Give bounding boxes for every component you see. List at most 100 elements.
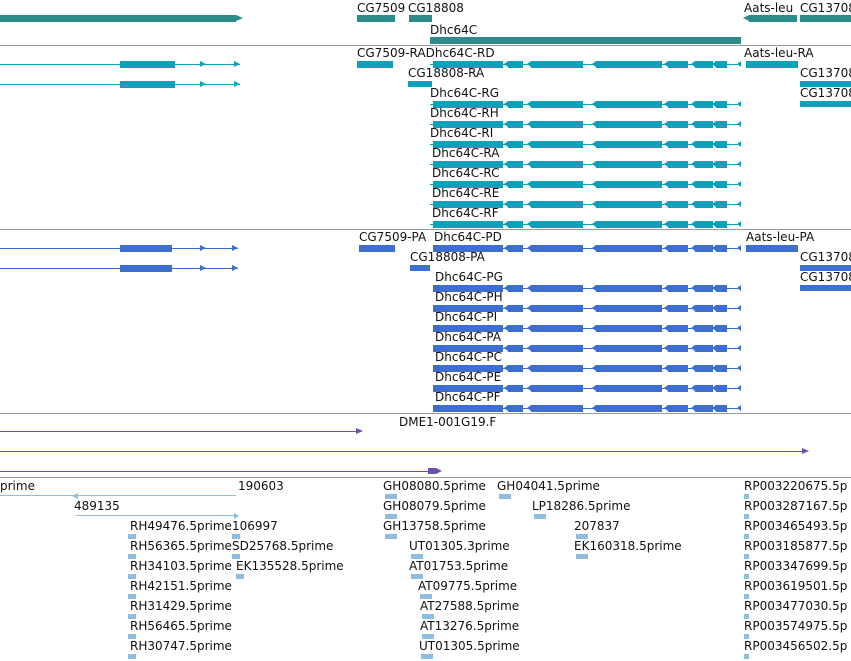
transcript-dhc64c-rf-intron[interactable]	[430, 224, 741, 225]
transcript-cg13708[interactable]	[800, 81, 851, 87]
clone-feature-line[interactable]	[0, 451, 804, 452]
transcript-dhc64c-rf-exon[interactable]	[531, 221, 583, 228]
protein-cg18808-pa[interactable]	[410, 265, 430, 271]
gene-feature-cg7509[interactable]	[357, 15, 395, 22]
transcript-dhc64c-rd-exon[interactable]	[433, 61, 503, 68]
transcript-dhc64c-rg-exon[interactable]	[433, 101, 503, 108]
protein-dhc64c-pc-exon[interactable]	[531, 365, 583, 372]
transcript-dhc64c-rg-exon[interactable]	[508, 101, 523, 108]
protein-dhc64c-pi-exon[interactable]	[596, 325, 662, 332]
transcript-dhc64c-re-exon[interactable]	[668, 201, 688, 208]
protein-dhc64c-pg-intron[interactable]	[434, 288, 741, 289]
transcript-dhc64c-rc-exon[interactable]	[433, 181, 503, 188]
transcript-dhc64c-rf-exon[interactable]	[668, 221, 688, 228]
transcript-dhc64c-re-intron[interactable]	[430, 204, 741, 205]
protein-dhc64c-pa-exon[interactable]	[695, 345, 713, 352]
protein-dhc64c-pa-intron[interactable]	[434, 348, 741, 349]
protein-dhc64c-pf-exon[interactable]	[433, 405, 503, 412]
transcript-dhc64c-rd-exon[interactable]	[596, 61, 662, 68]
protein-intron[interactable]	[0, 268, 238, 269]
protein-dhc64c-pa-exon[interactable]	[668, 345, 688, 352]
transcript-dhc64c-ra-exon[interactable]	[668, 161, 688, 168]
transcript-dhc64c-ra-exon[interactable]	[531, 161, 583, 168]
protein-dhc64c-pc-exon[interactable]	[695, 365, 713, 372]
est-feature[interactable]	[128, 614, 136, 619]
transcript-cg18808-ra[interactable]	[408, 81, 432, 87]
protein-dhc64c-pc-exon[interactable]	[596, 365, 662, 372]
transcript-dhc64c-ri-intron[interactable]	[430, 144, 741, 145]
protein-dhc64c-pa-exon[interactable]	[508, 345, 523, 352]
est-feature-line[interactable]	[0, 495, 236, 496]
est-feature[interactable]	[420, 594, 432, 599]
gene-feature-dhc64c[interactable]	[430, 37, 741, 44]
transcript-dhc64c-ra-exon[interactable]	[716, 161, 727, 168]
gene-feature-cg13708[interactable]	[800, 15, 851, 22]
protein-dhc64c-pe-exon[interactable]	[596, 385, 662, 392]
est-feature[interactable]	[576, 534, 588, 539]
transcript-dhc64c-rg-exon[interactable]	[695, 101, 713, 108]
transcript-dhc64c-ra-exon[interactable]	[433, 161, 503, 168]
transcript-dhc64c-rc-intron[interactable]	[430, 184, 741, 185]
est-feature[interactable]	[744, 594, 749, 599]
protein-dhc64c-pa-exon[interactable]	[433, 345, 503, 352]
transcript-dhc64c-rg-intron[interactable]	[430, 104, 741, 105]
est-feature[interactable]	[385, 534, 397, 539]
transcript-dhc64c-re-exon[interactable]	[695, 201, 713, 208]
clone-feature-line[interactable]	[0, 431, 358, 432]
transcript-dhc64c-re-exon[interactable]	[531, 201, 583, 208]
protein-dhc64c-pc-exon[interactable]	[433, 365, 503, 372]
protein-dhc64c-pg-exon[interactable]	[716, 285, 727, 292]
protein-cg13708[interactable]	[800, 265, 851, 271]
protein-dhc64c-pi-exon[interactable]	[531, 325, 583, 332]
transcript-exon[interactable]	[120, 81, 175, 88]
est-feature[interactable]	[744, 634, 749, 639]
protein-dhc64c-ph-exon[interactable]	[716, 305, 727, 312]
protein-dhc64c-pg-exon[interactable]	[508, 285, 523, 292]
protein-dhc64c-ph-intron[interactable]	[434, 308, 741, 309]
gene-feature-cg18808[interactable]	[409, 15, 432, 22]
est-feature[interactable]	[421, 654, 433, 659]
transcript-dhc64c-ri-exon[interactable]	[716, 141, 727, 148]
protein-dhc64c-ph-exon[interactable]	[433, 305, 503, 312]
protein-dhc64c-pd-exon[interactable]	[668, 245, 688, 252]
est-feature[interactable]	[576, 554, 588, 559]
transcript-dhc64c-rf-exon[interactable]	[433, 221, 503, 228]
protein-intron[interactable]	[0, 248, 238, 249]
transcript-dhc64c-ra-intron[interactable]	[430, 164, 741, 165]
protein-dhc64c-pd-exon[interactable]	[433, 245, 503, 252]
transcript-dhc64c-ri-exon[interactable]	[433, 141, 503, 148]
protein-dhc64c-pd-exon[interactable]	[695, 245, 713, 252]
protein-dhc64c-pd-exon[interactable]	[531, 245, 583, 252]
protein-dhc64c-pf-exon[interactable]	[695, 405, 713, 412]
protein-cg13708[interactable]	[800, 285, 851, 291]
est-feature[interactable]	[422, 634, 434, 639]
protein-dhc64c-pd-exon[interactable]	[716, 245, 727, 252]
protein-dhc64c-pf-exon[interactable]	[716, 405, 727, 412]
est-feature[interactable]	[744, 554, 749, 559]
transcript-dhc64c-rh-exon[interactable]	[508, 121, 523, 128]
protein-aats-leu-pa[interactable]	[746, 245, 798, 252]
transcript-dhc64c-rh-exon[interactable]	[531, 121, 583, 128]
transcript-dhc64c-rh-intron[interactable]	[430, 124, 741, 125]
est-feature[interactable]	[232, 534, 240, 539]
est-feature[interactable]	[411, 574, 423, 579]
transcript-aats-leu-ra[interactable]	[746, 61, 798, 68]
protein-dhc64c-ph-exon[interactable]	[596, 305, 662, 312]
transcript-dhc64c-rh-exon[interactable]	[668, 121, 688, 128]
protein-dhc64c-pi-intron[interactable]	[434, 328, 741, 329]
est-feature[interactable]	[499, 494, 511, 499]
est-feature[interactable]	[236, 574, 244, 579]
protein-dhc64c-pe-exon[interactable]	[508, 385, 523, 392]
est-feature[interactable]	[534, 514, 546, 519]
protein-dhc64c-ph-exon[interactable]	[668, 305, 688, 312]
transcript-dhc64c-rh-exon[interactable]	[433, 121, 503, 128]
protein-dhc64c-pc-exon[interactable]	[508, 365, 523, 372]
est-feature[interactable]	[744, 534, 749, 539]
transcript-dhc64c-rc-exon[interactable]	[596, 181, 662, 188]
protein-dhc64c-pd-exon[interactable]	[508, 245, 523, 252]
protein-cg7509-pa[interactable]	[359, 245, 395, 252]
transcript-dhc64c-rd-exon[interactable]	[668, 61, 688, 68]
transcript-cg13708[interactable]	[800, 101, 851, 107]
transcript-dhc64c-rc-exon[interactable]	[716, 181, 727, 188]
clone-feature-line[interactable]	[0, 471, 432, 472]
